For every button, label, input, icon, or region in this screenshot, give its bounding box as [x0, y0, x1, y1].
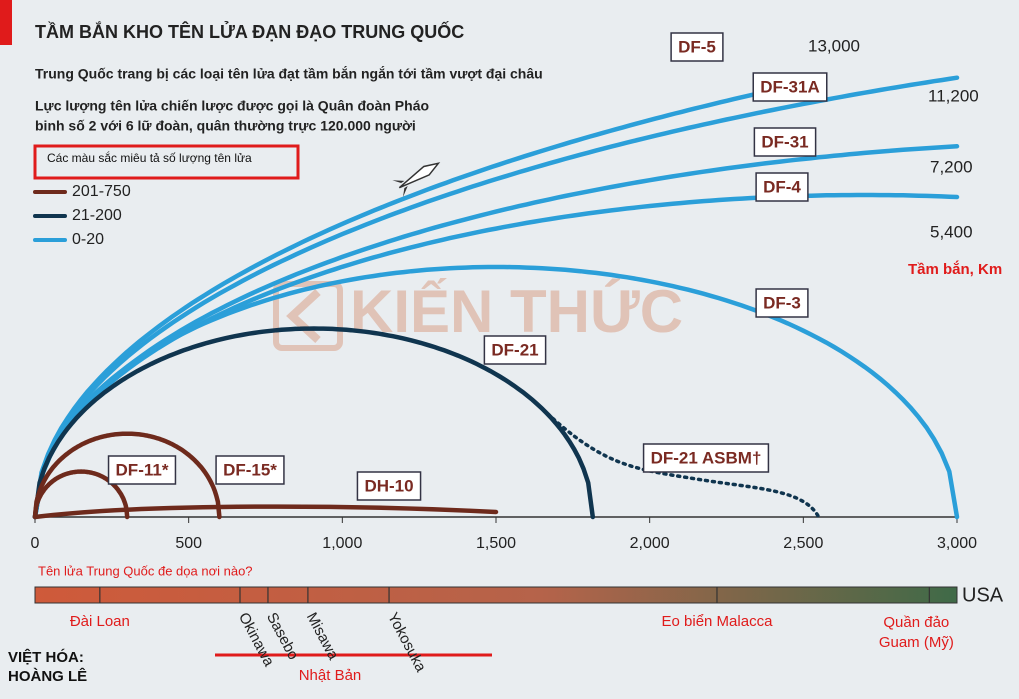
- watermark: KIẾN THỨC: [350, 278, 683, 345]
- credit: HOÀNG LÊ: [8, 667, 87, 685]
- legend-label: 0-20: [72, 231, 104, 248]
- missile-name: DF-4: [763, 177, 801, 196]
- missile-label: DF-21: [483, 335, 547, 365]
- corner-mark: [0, 0, 12, 45]
- trajectory: [32, 264, 960, 520]
- missile-label: DF-5: [670, 32, 724, 62]
- place-label: Eo biển Malacca: [662, 613, 774, 630]
- missile-label: DH-10: [356, 471, 422, 501]
- group-label: Nhật Bản: [299, 667, 362, 684]
- label-box: [755, 172, 809, 202]
- label-box: [107, 455, 177, 485]
- range-label: 11,200: [928, 86, 979, 105]
- missile-label: DF-21 ASBM†: [642, 443, 770, 473]
- label-box: [752, 72, 828, 102]
- place-label: Quần đảo Guam (Mỹ): [878, 614, 954, 651]
- x-tick-label: 0: [31, 535, 40, 552]
- missile-name: DF-31A: [760, 77, 820, 96]
- x-tick-label: 1,000: [322, 535, 362, 552]
- place-label-box: Quần đảo Guam (Mỹ): [878, 614, 954, 651]
- watermark-logo: [273, 281, 343, 351]
- trajectory: [32, 504, 499, 520]
- range-label: 7,200: [930, 157, 973, 176]
- y-axis-label: Tầm bắn, Km: [908, 260, 1002, 278]
- missile-name: DF-21: [491, 340, 538, 359]
- subtitle: Trung Quốc trang bị các loại tên lửa đạt…: [35, 65, 543, 82]
- place-label: Đài Loan: [70, 613, 130, 630]
- trajectory: [32, 144, 960, 520]
- legend-label: 201-750: [72, 183, 131, 200]
- trajectory: [32, 77, 821, 520]
- x-tick-label: 3,000: [937, 535, 977, 552]
- missile-name: DF-3: [763, 293, 801, 312]
- missile-label: DF-31A: [752, 72, 828, 102]
- threat-end: USA: [962, 584, 1004, 606]
- legend-title-box: [33, 144, 300, 180]
- x-tick-label: 1,500: [476, 535, 516, 552]
- label-box: [670, 32, 724, 62]
- x-tick-label: 500: [175, 535, 202, 552]
- chart-title: TẦM BẮN KHO TÊN LỬA ĐẠN ĐẠO TRUNG QUỐC: [35, 21, 464, 42]
- x-tick-label: 2,000: [630, 535, 670, 552]
- trajectory: [32, 326, 596, 520]
- missile-label: DF-11*: [107, 455, 177, 485]
- range-label: 13,000: [808, 36, 860, 55]
- missile-name: DH-10: [364, 476, 413, 495]
- trajectory: [32, 75, 960, 520]
- label-box: [356, 471, 422, 501]
- note: Lực lượng tên lửa chiến lược được gọi là…: [35, 98, 429, 114]
- label-box: [755, 288, 809, 318]
- credit: VIỆT HÓA:: [8, 648, 84, 666]
- trajectory: [540, 407, 821, 519]
- missile-label: DF-31: [753, 127, 817, 157]
- label-box: [215, 455, 285, 485]
- missile-label: DF-15*: [215, 455, 285, 485]
- missile-name: DF-31: [761, 132, 808, 151]
- range-label: 5,400: [930, 222, 973, 241]
- missile-name: DF-5: [678, 37, 716, 56]
- missile-name: DF-21 ASBM†: [651, 448, 762, 467]
- rocket-icon: [392, 162, 441, 198]
- label-box: [642, 443, 770, 473]
- x-tick-label: 2,500: [783, 535, 823, 552]
- missile-label: DF-3: [755, 288, 809, 318]
- missile-label: DF-4: [755, 172, 809, 202]
- threat-bar: [34, 586, 958, 604]
- note: binh số 2 với 6 lữ đoàn, quân thường trự…: [35, 118, 416, 134]
- trajectory: [32, 431, 222, 520]
- missile-name: DF-11*: [116, 460, 169, 479]
- label-box: [753, 127, 817, 157]
- missile-name: DF-15*: [223, 460, 277, 479]
- legend-label: 21-200: [72, 207, 122, 224]
- threat-title: Tên lửa Trung Quốc đe dọa nơi nào?: [38, 563, 253, 578]
- legend-title: Các màu sắc miêu tả số lượng tên lửa: [47, 150, 252, 165]
- label-box: [483, 335, 547, 365]
